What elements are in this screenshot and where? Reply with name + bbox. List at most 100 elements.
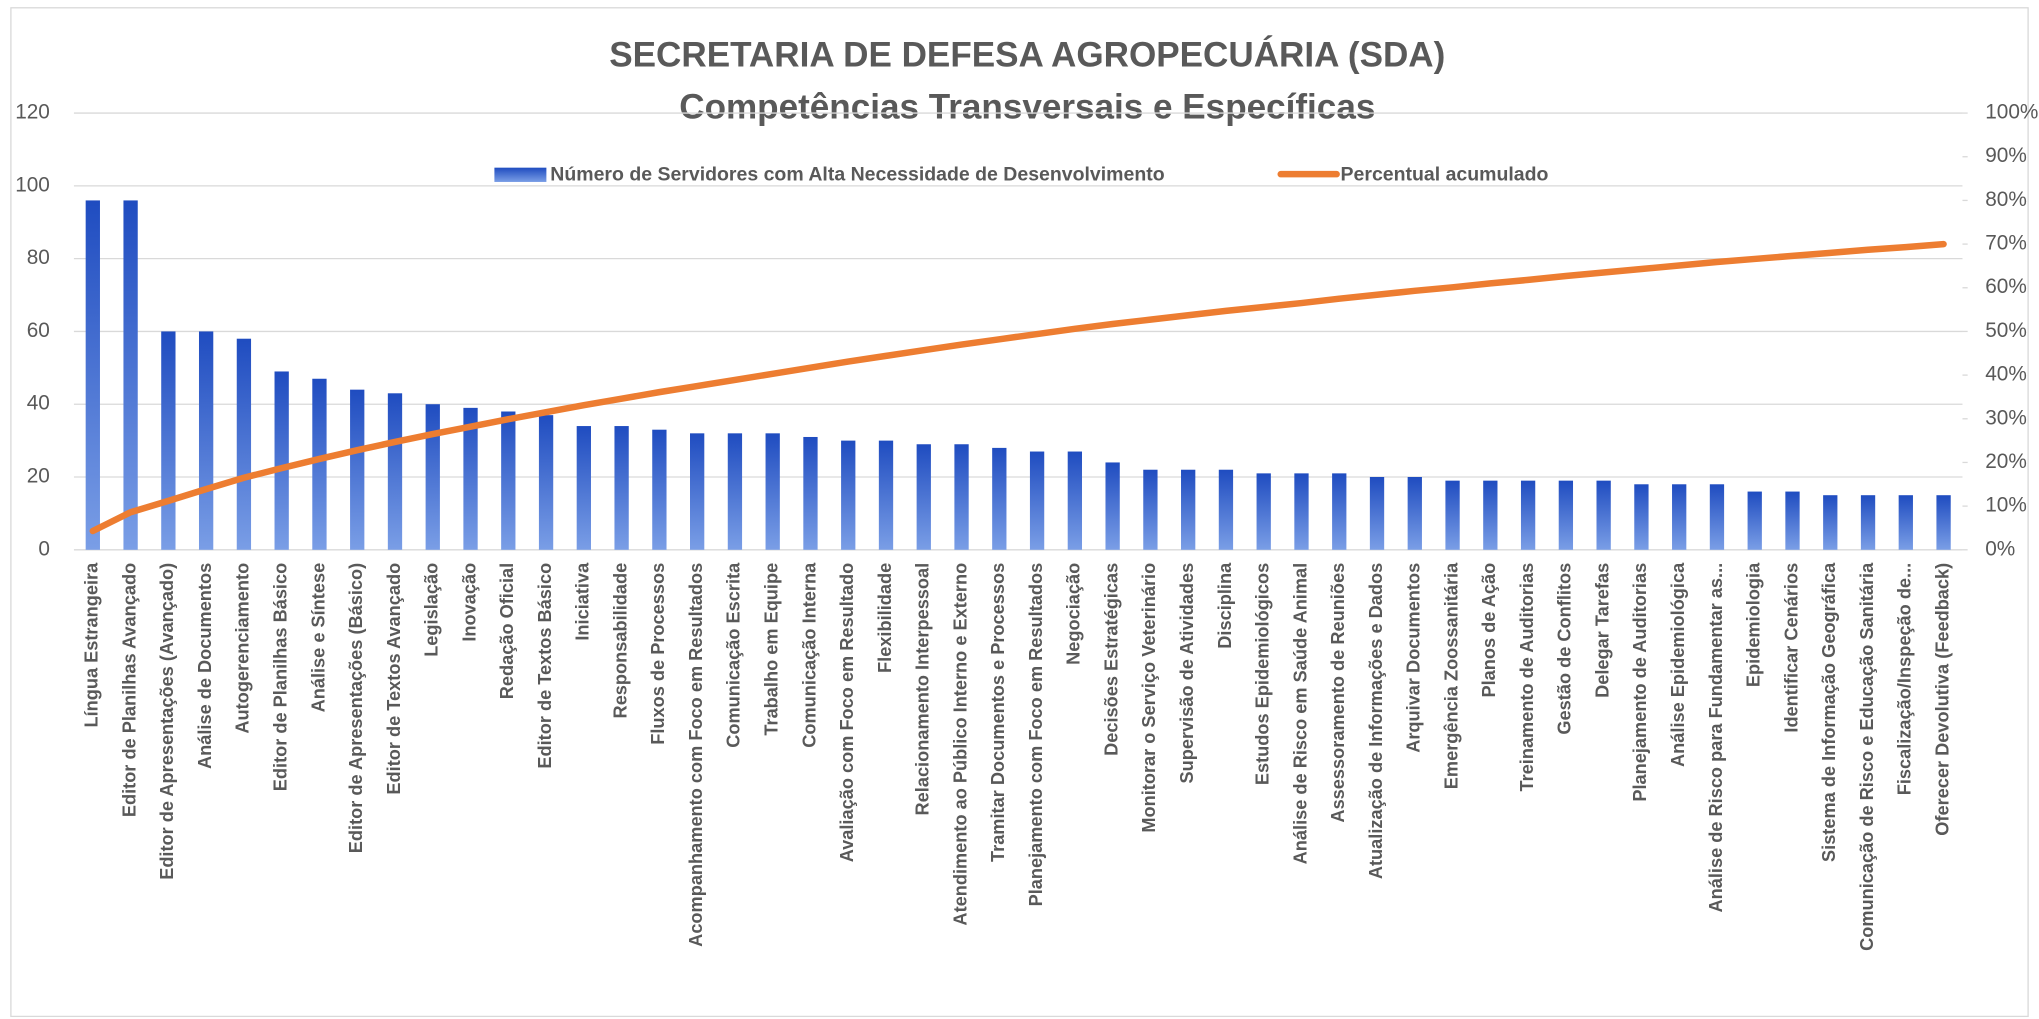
x-tick-label: Legislação: [422, 563, 442, 657]
chart-frame: [10, 7, 2029, 1018]
x-tick-label: Planos de Ação: [1479, 563, 1499, 698]
bar: [1785, 491, 1800, 550]
bar: [765, 433, 780, 550]
x-tick-label: Planejamento com Foco em Resultados: [1026, 563, 1046, 907]
bar: [1596, 480, 1611, 550]
x-tick-label: Língua Estrangeira: [82, 562, 102, 728]
x-tick-label: Sistema de Informação Geográfica: [1819, 562, 1839, 862]
x-tick-label: Editor de Textos Básico: [535, 563, 555, 769]
bar: [1294, 473, 1309, 550]
bar: [1823, 495, 1838, 550]
y2-tick-label: 20%: [1985, 450, 2027, 473]
x-tick-label: Relacionamento Interpessoal: [913, 563, 933, 816]
chart-subtitle: Competências Transversais e Específicas: [679, 87, 1375, 126]
legend-label: Percentual acumulado: [1341, 164, 1549, 186]
x-tick-label: Oferecer Devolutiva (Feedback): [1932, 563, 1952, 836]
x-tick-label: Editor de Textos Avançado: [384, 563, 404, 795]
bar: [878, 440, 894, 550]
x-tick-label: Fiscalização/Inspeção de...: [1895, 563, 1915, 795]
x-tick-label: Editor de Apresentações (Avançado): [157, 563, 177, 880]
legend-label: Número de Servidores com Alta Necessidad…: [550, 164, 1164, 186]
bar: [841, 440, 856, 550]
bar: [387, 393, 403, 550]
x-tick-label: Autogerenciamento: [233, 563, 253, 734]
x-tick-label: Flexibilidade: [875, 563, 895, 673]
x-tick-label: Tramitar Documentos e Processos: [988, 563, 1008, 862]
x-tick-label: Disciplina: [1215, 562, 1235, 649]
x-tick-label: Comunicação Escrita: [724, 562, 744, 748]
x-tick-label: Gestão de Conflitos: [1555, 563, 1575, 735]
y2-tick-label: 90%: [1985, 144, 2027, 167]
x-tick-label: Monitorar o Serviço Veterinário: [1139, 563, 1159, 833]
bar: [236, 338, 252, 550]
x-tick-label: Análise de Risco para Fundamentar as...: [1706, 563, 1726, 913]
bar: [992, 447, 1007, 550]
bar: [727, 433, 743, 550]
x-tick-label: Fluxos de Processos: [648, 563, 668, 745]
bar: [916, 444, 931, 550]
bar: [1067, 451, 1083, 550]
y2-tick-label: 70%: [1985, 232, 2027, 255]
bar: [614, 426, 629, 550]
bar: [312, 378, 327, 550]
bar: [1181, 469, 1196, 550]
x-tick-label: Epidemiologia: [1744, 562, 1764, 687]
x-tick-label: Arquivar Documentos: [1404, 563, 1424, 753]
bar: [1256, 473, 1271, 550]
bar: [538, 415, 554, 550]
x-tick-label: Iniciativa: [573, 562, 593, 641]
bar: [123, 200, 138, 550]
bar: [1218, 469, 1234, 550]
x-tick-label: Trabalho em Equipe: [762, 563, 782, 736]
bar: [85, 200, 100, 550]
bar: [576, 426, 591, 550]
x-tick-label: Responsabilidade: [610, 563, 630, 719]
y-tick-label: 40: [27, 392, 50, 415]
chart-title: SECRETARIA DE DEFESA AGROPECUÁRIA (SDA): [609, 34, 1445, 74]
x-tick-label: Análise Epidemiológica: [1668, 562, 1688, 767]
bar: [274, 371, 289, 550]
bar: [1898, 495, 1913, 550]
bar: [652, 429, 667, 550]
x-tick-label: Editor de Apresentações (Básico): [346, 563, 366, 853]
x-tick-label: Redação Oficial: [497, 563, 517, 699]
x-tick-label: Identificar Cenários: [1781, 563, 1801, 733]
y-tick-label: 80: [27, 246, 50, 269]
bar: [1558, 480, 1574, 550]
bar: [425, 404, 440, 550]
bar: [501, 411, 516, 550]
x-tick-label: Comunicação Interna: [799, 562, 819, 748]
y2-tick-label: 0%: [1985, 537, 2015, 560]
y-tick-label: 120: [15, 101, 50, 124]
bar: [954, 444, 969, 550]
bar: [350, 389, 365, 550]
bar: [1029, 451, 1045, 550]
bar: [1747, 491, 1762, 550]
x-tick-label: Atendimento ao Público Interno e Externo: [950, 563, 970, 926]
bar: [690, 433, 705, 550]
bar: [1634, 484, 1649, 550]
x-tick-label: Análise de Documentos: [195, 563, 215, 769]
y2-tick-label: 40%: [1985, 363, 2027, 386]
y2-tick-label: 100%: [1985, 101, 2038, 124]
bar: [1936, 495, 1951, 550]
x-tick-label: Análise e Síntese: [308, 563, 328, 713]
x-tick-label: Negociação: [1064, 563, 1084, 665]
x-tick-label: Estudos Epidemiológicos: [1253, 563, 1273, 785]
x-tick-label: Acompanhamento com Foco em Resultados: [686, 563, 706, 947]
bar: [1407, 477, 1422, 550]
x-tick-label: Editor de Planilhas Básico: [270, 563, 290, 791]
bar: [161, 331, 176, 550]
x-tick-label: Inovação: [459, 563, 479, 642]
bar: [1369, 477, 1385, 550]
y-tick-label: 60: [27, 319, 50, 342]
y2-tick-label: 30%: [1985, 406, 2027, 429]
bar: [198, 331, 214, 550]
y2-tick-label: 10%: [1985, 494, 2027, 517]
bar: [463, 407, 478, 550]
bar: [803, 436, 818, 550]
x-tick-label: Avaliação com Foco em Resultado: [837, 563, 857, 863]
x-tick-label: Planejamento de Auditorias: [1630, 563, 1650, 802]
x-tick-label: Treinamento de Auditorias: [1517, 563, 1537, 792]
